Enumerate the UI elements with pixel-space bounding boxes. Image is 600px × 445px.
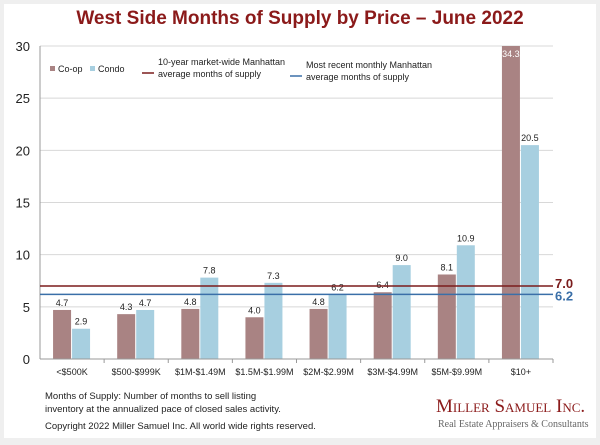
x-tick-label: $5M-$9.99M — [432, 367, 483, 377]
bar-coop — [373, 292, 392, 359]
bar-condo — [520, 145, 539, 359]
legend-label: Most recent monthly Manhattan — [306, 60, 432, 70]
reference-value-label: 7.0 — [555, 276, 573, 291]
x-tick-label: $3M-$4.99M — [367, 367, 418, 377]
y-tick-label: 10 — [16, 248, 30, 263]
bar-coop — [53, 309, 72, 359]
footnote-line-1: Months of Supply: Number of months to se… — [45, 391, 257, 402]
x-tick-label: <$500K — [56, 367, 87, 377]
bar-condo — [136, 309, 155, 359]
data-label: 9.0 — [395, 253, 408, 263]
bar-coop — [309, 308, 328, 359]
legend-label: Condo — [98, 64, 125, 74]
company-logo: Miller Samuel Inc. — [436, 396, 586, 417]
footnote-line-2: inventory at the annualized pace of clos… — [45, 404, 281, 415]
y-tick-label: 5 — [23, 300, 30, 315]
y-tick-label: 30 — [16, 39, 30, 54]
y-tick-label: 25 — [16, 91, 30, 106]
x-tick-label: $2M-$2.99M — [303, 367, 354, 377]
x-tick-label: $500-$999K — [112, 367, 161, 377]
legend-swatch — [50, 66, 55, 71]
data-label: 8.1 — [441, 262, 454, 272]
y-tick-label: 0 — [23, 352, 30, 367]
legend-label: average months of supply — [158, 69, 262, 79]
data-label: 4.0 — [248, 305, 261, 315]
copyright: Copyright 2022 Miller Samuel Inc. All wo… — [45, 421, 316, 432]
data-label: 7.8 — [203, 266, 216, 276]
x-tick-label: $10+ — [511, 367, 531, 377]
y-tick-label: 15 — [16, 196, 30, 211]
bar-coop — [245, 317, 264, 359]
data-label: 4.8 — [312, 297, 325, 307]
bar-condo — [200, 277, 219, 359]
data-label: 34.3 — [502, 49, 520, 59]
bar-coop — [181, 308, 200, 359]
data-label: 7.3 — [267, 271, 280, 281]
data-label: 2.9 — [75, 317, 88, 327]
bar-coop — [437, 274, 456, 359]
data-label: 10.9 — [457, 233, 475, 243]
y-tick-label: 20 — [16, 143, 30, 158]
bar-coop — [501, 46, 520, 359]
bar-condo — [72, 328, 91, 359]
data-label: 4.7 — [139, 298, 152, 308]
bar-condo — [392, 265, 411, 359]
legend-label: Co-op — [58, 64, 83, 74]
legend-label: 10-year market-wide Manhattan — [158, 57, 285, 67]
x-tick-label: $1.5M-$1.99M — [235, 367, 293, 377]
legend-swatch — [90, 66, 95, 71]
data-label: 4.7 — [56, 298, 69, 308]
bar-condo — [328, 294, 347, 359]
data-label: 4.8 — [184, 297, 197, 307]
bar-coop — [117, 314, 136, 359]
bar-condo — [456, 245, 475, 359]
data-label: 6.2 — [331, 282, 344, 292]
chart-title: West Side Months of Supply by Price – Ju… — [76, 8, 524, 29]
reference-value-label: 6.2 — [555, 288, 573, 303]
data-label: 20.5 — [521, 133, 539, 143]
bar-condo — [264, 282, 283, 359]
x-tick-label: $1M-$1.49M — [175, 367, 226, 377]
legend-label: average months of supply — [306, 72, 410, 82]
data-label: 4.3 — [120, 302, 133, 312]
company-tagline: Real Estate Appraisers & Consultants — [438, 419, 589, 430]
